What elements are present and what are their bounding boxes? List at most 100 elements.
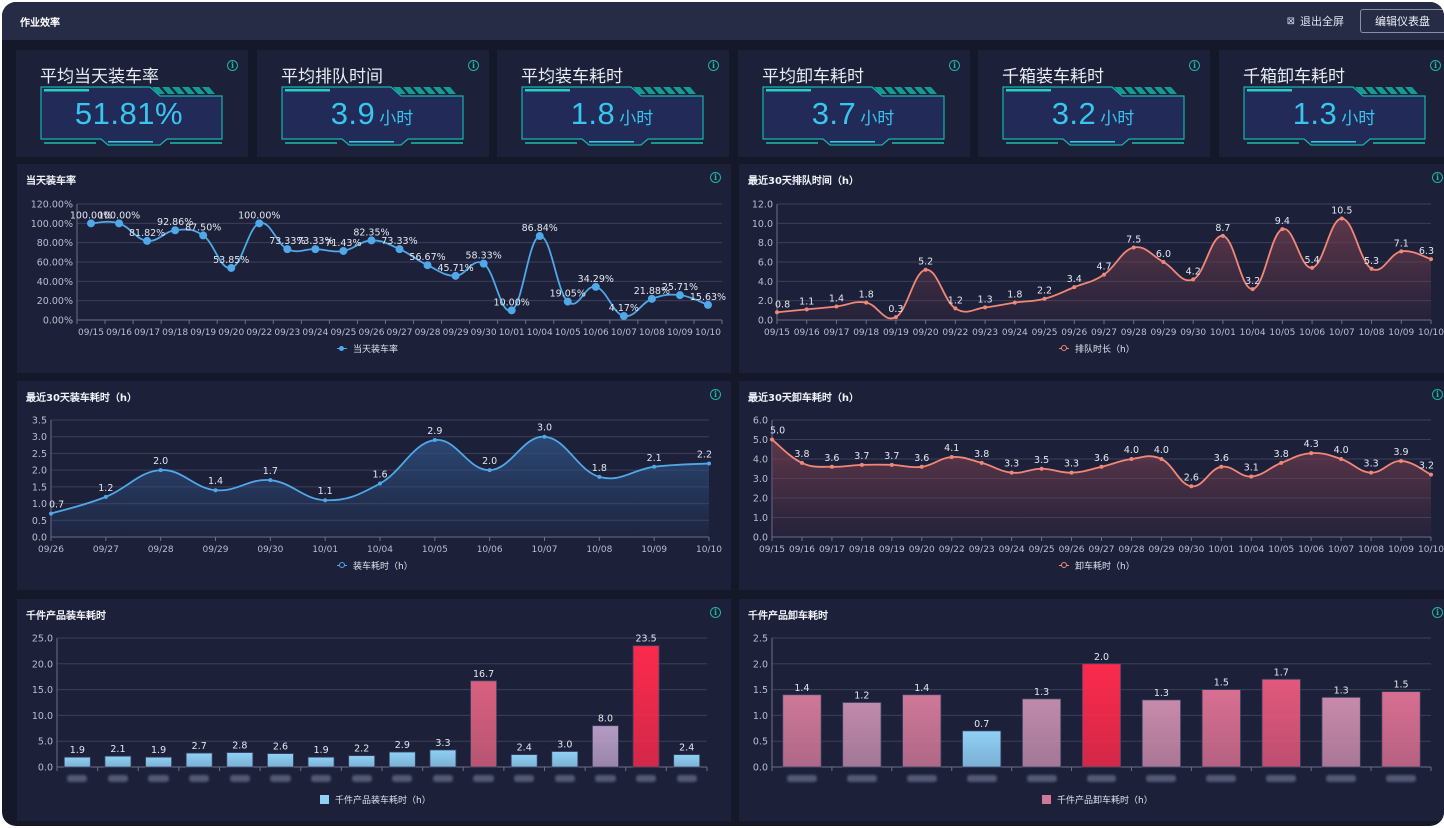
data-point[interactable] bbox=[268, 478, 273, 483]
data-point[interactable] bbox=[647, 294, 656, 303]
data-point[interactable] bbox=[542, 434, 547, 439]
bar[interactable] bbox=[1022, 698, 1062, 768]
bar[interactable] bbox=[510, 754, 538, 768]
bar[interactable] bbox=[1141, 699, 1181, 768]
data-point[interactable] bbox=[451, 271, 460, 280]
bar[interactable] bbox=[592, 725, 619, 768]
bar[interactable] bbox=[1261, 678, 1301, 768]
exit-fullscreen-button[interactable]: ⊠ 退出全屏 bbox=[1287, 13, 1344, 29]
data-point[interactable] bbox=[979, 460, 984, 465]
info-icon[interactable]: i bbox=[708, 60, 719, 71]
data-point[interactable] bbox=[143, 236, 152, 245]
data-point[interactable] bbox=[227, 263, 236, 272]
data-point[interactable] bbox=[1102, 272, 1106, 277]
bar[interactable] bbox=[1201, 689, 1241, 768]
bar[interactable] bbox=[388, 751, 416, 768]
chart-legend[interactable]: 装车耗时（h） bbox=[337, 559, 413, 572]
data-point[interactable] bbox=[171, 226, 180, 235]
chart-legend[interactable]: 当天装车率 bbox=[337, 342, 398, 355]
bar[interactable] bbox=[104, 755, 132, 768]
data-point[interactable] bbox=[87, 219, 96, 228]
info-icon[interactable]: i bbox=[468, 60, 479, 71]
chart-legend[interactable]: 千件产品卸车耗时（h） bbox=[1042, 793, 1153, 806]
data-point[interactable] bbox=[1012, 300, 1017, 305]
data-point[interactable] bbox=[283, 245, 292, 254]
bar[interactable] bbox=[782, 694, 822, 768]
bar[interactable] bbox=[842, 702, 882, 768]
data-point[interactable] bbox=[1159, 457, 1164, 461]
data-point[interactable] bbox=[770, 437, 774, 442]
data-point[interactable] bbox=[893, 315, 898, 320]
data-point[interactable] bbox=[1279, 460, 1284, 465]
bar[interactable] bbox=[470, 680, 497, 768]
data-point[interactable] bbox=[1429, 257, 1433, 262]
info-icon[interactable]: i bbox=[1189, 60, 1200, 71]
data-point[interactable] bbox=[652, 464, 657, 469]
data-point[interactable] bbox=[535, 232, 544, 241]
data-point[interactable] bbox=[953, 306, 958, 311]
info-icon[interactable]: i bbox=[710, 607, 721, 618]
info-icon[interactable]: i bbox=[1430, 60, 1441, 71]
data-point[interactable] bbox=[1339, 457, 1344, 461]
bar[interactable] bbox=[962, 730, 1002, 768]
info-icon[interactable]: i bbox=[227, 60, 238, 71]
data-point[interactable] bbox=[1042, 296, 1047, 301]
info-icon[interactable]: i bbox=[1432, 389, 1443, 400]
data-point[interactable] bbox=[1310, 265, 1315, 270]
data-point[interactable] bbox=[507, 306, 516, 315]
data-point[interactable] bbox=[323, 498, 328, 503]
data-point[interactable] bbox=[479, 259, 488, 268]
data-point[interactable] bbox=[311, 245, 320, 254]
bar[interactable] bbox=[348, 755, 376, 768]
data-point[interactable] bbox=[1161, 260, 1166, 264]
bar[interactable] bbox=[1321, 696, 1361, 768]
bar[interactable] bbox=[673, 754, 701, 768]
data-point[interactable] bbox=[1429, 472, 1433, 477]
bar[interactable] bbox=[902, 694, 942, 768]
data-point[interactable] bbox=[1399, 458, 1404, 463]
bar[interactable] bbox=[429, 749, 457, 768]
bar[interactable] bbox=[185, 752, 213, 768]
data-point[interactable] bbox=[158, 468, 163, 473]
data-point[interactable] bbox=[1309, 451, 1314, 456]
info-icon[interactable]: i bbox=[1432, 172, 1443, 183]
data-point[interactable] bbox=[834, 304, 839, 309]
data-point[interactable] bbox=[115, 219, 124, 228]
bar[interactable] bbox=[1381, 691, 1421, 768]
data-point[interactable] bbox=[597, 474, 602, 479]
data-point[interactable] bbox=[1069, 470, 1074, 475]
data-point[interactable] bbox=[619, 311, 628, 320]
data-point[interactable] bbox=[367, 236, 376, 245]
data-point[interactable] bbox=[339, 246, 348, 255]
data-point[interactable] bbox=[864, 300, 869, 305]
data-point[interactable] bbox=[1249, 474, 1254, 479]
data-point[interactable] bbox=[703, 300, 712, 309]
data-point[interactable] bbox=[1191, 277, 1196, 282]
data-point[interactable] bbox=[859, 462, 864, 467]
data-point[interactable] bbox=[1009, 470, 1014, 475]
edit-dashboard-button[interactable]: 编辑仪表盘 bbox=[1360, 9, 1444, 33]
data-point[interactable] bbox=[378, 481, 382, 486]
data-point[interactable] bbox=[775, 310, 779, 315]
bar[interactable] bbox=[632, 645, 660, 768]
chart-legend[interactable]: 排队时长（h） bbox=[1059, 342, 1135, 355]
chart-legend[interactable]: 卸车耗时（h） bbox=[1059, 559, 1135, 572]
bar[interactable] bbox=[63, 756, 91, 768]
bar[interactable] bbox=[267, 753, 294, 768]
bar[interactable] bbox=[145, 756, 172, 768]
data-point[interactable] bbox=[1131, 245, 1136, 250]
bar[interactable] bbox=[307, 756, 335, 768]
data-point[interactable] bbox=[199, 231, 208, 240]
data-point[interactable] bbox=[889, 462, 894, 467]
data-point[interactable] bbox=[829, 464, 834, 469]
bar[interactable] bbox=[551, 751, 579, 768]
data-point[interactable] bbox=[1189, 484, 1194, 489]
data-point[interactable] bbox=[563, 297, 572, 306]
info-icon[interactable]: i bbox=[710, 172, 721, 183]
data-point[interactable] bbox=[423, 261, 432, 270]
data-point[interactable] bbox=[395, 245, 404, 254]
bar[interactable] bbox=[226, 752, 254, 768]
data-point[interactable] bbox=[919, 464, 924, 469]
data-point[interactable] bbox=[1099, 464, 1104, 469]
data-point[interactable] bbox=[1072, 285, 1077, 290]
